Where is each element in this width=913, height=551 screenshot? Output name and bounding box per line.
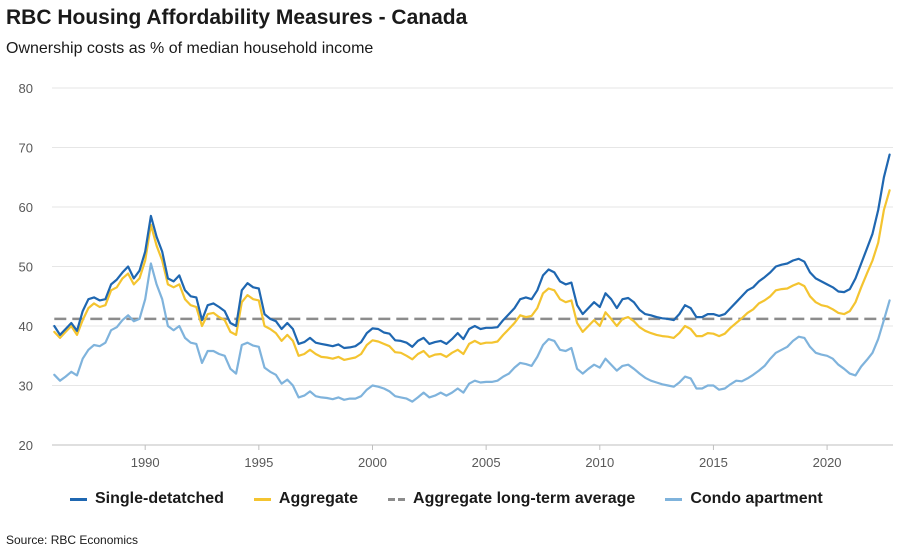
series-line-single-detached (53, 153, 891, 350)
x-tick-label-1995: 1995 (244, 455, 273, 470)
legend-swatch-aggregate (253, 497, 271, 501)
y-axis-ticks: 20 30 40 50 60 70 80 (19, 81, 33, 453)
y-tick-label-30: 30 (19, 379, 33, 394)
x-tick-label-2000: 2000 (358, 455, 387, 470)
x-axis-ticks: 1990 1995 2000 2005 2010 2015 2020 (131, 445, 842, 470)
chart-subtitle: Ownership costs as % of median household… (6, 40, 374, 57)
legend-label-aggregate: Aggregate (278, 490, 359, 507)
chart-title: RBC Housing Affordability Measures - Can… (6, 6, 468, 29)
legend-swatch-condo (665, 497, 683, 501)
legend-item-aggregate: Aggregate (253, 490, 359, 508)
x-tick-label-2015: 2015 (699, 455, 728, 470)
series-line-condo (53, 262, 891, 403)
legend-swatch-single-detached (70, 497, 87, 501)
y-tick-label-60: 60 (19, 200, 33, 215)
source-note: Source: RBC Economics (6, 533, 139, 547)
x-tick-label-2010: 2010 (585, 455, 614, 470)
line-chart: 20 30 40 50 60 70 80 1990 1995 2000 2005 2010 2015 2… (19, 81, 893, 470)
legend-label-single-detached: Single-detatched (95, 490, 224, 507)
legend-item-single-detached: Single-detatched (70, 490, 224, 508)
gridlines (52, 87, 893, 386)
legend-label-condo: Condo apartment (690, 490, 823, 507)
series-line-aggregate (53, 189, 891, 361)
legend: Single-detatched Aggregate Aggregate lon… (70, 490, 853, 508)
y-tick-label-50: 50 (19, 260, 33, 275)
y-tick-label-20: 20 (19, 438, 33, 453)
y-tick-label-70: 70 (19, 141, 33, 156)
x-tick-label-1990: 1990 (131, 455, 160, 470)
legend-label-long-term-average: Aggregate long-term average (413, 490, 636, 507)
x-tick-label-2005: 2005 (472, 455, 501, 470)
legend-swatch-long-term-average (388, 497, 406, 501)
y-tick-label-40: 40 (19, 319, 33, 334)
series-lines (53, 153, 891, 403)
legend-item-long-term-average: Aggregate long-term average (388, 490, 635, 508)
legend-item-condo: Condo apartment (665, 490, 823, 508)
x-tick-label-2020: 2020 (813, 455, 842, 470)
y-tick-label-80: 80 (19, 81, 33, 96)
